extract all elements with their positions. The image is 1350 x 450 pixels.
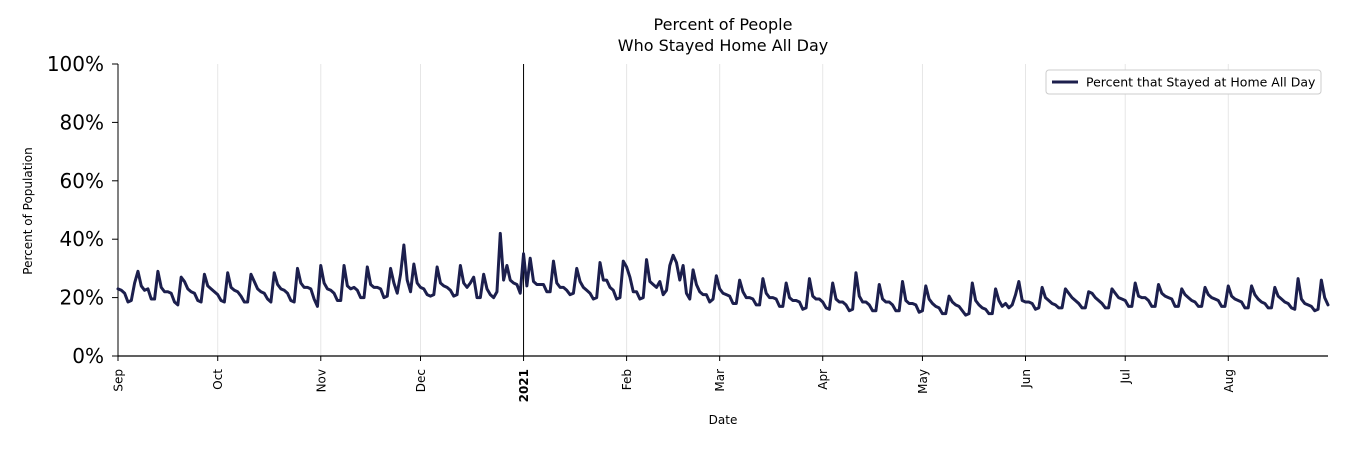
y-tick-label: 0% — [72, 344, 104, 368]
y-tick-label: 80% — [60, 110, 104, 134]
x-tick-label: May — [916, 369, 930, 394]
legend: Percent that Stayed at Home All Day — [1045, 69, 1322, 95]
y-tick-labels: 0% 20% 40% 60% 80% 100% — [47, 52, 118, 368]
legend-box — [1045, 69, 1322, 95]
y-axis-label: Percent of Population — [21, 147, 35, 274]
x-tick-label: Feb — [620, 369, 634, 390]
x-tick-label: 2021 — [517, 369, 531, 402]
chart-subtitle: Who Stayed Home All Day — [618, 36, 828, 55]
vertical-gridlines — [217, 64, 1229, 356]
x-tick-label: Nov — [314, 369, 328, 392]
x-tick-label: Jun — [1019, 369, 1033, 389]
series-line-stayed-home — [116, 231, 1330, 317]
x-tick-label: Apr — [816, 369, 830, 390]
x-tick-label: Mar — [713, 369, 727, 392]
y-tick-label: 40% — [60, 227, 104, 251]
y-tick-label: 60% — [60, 169, 104, 193]
x-tick-label: Jul — [1119, 369, 1133, 384]
x-tick-label: Aug — [1222, 369, 1236, 392]
y-tick-label: 20% — [60, 286, 104, 310]
chart-title: Percent of People — [654, 15, 793, 34]
x-tick-label: Dec — [414, 369, 428, 392]
legend-label: Percent that Stayed at Home All Day — [1086, 75, 1316, 90]
x-axis-label: Date — [709, 413, 738, 427]
x-tick-label: Oct — [211, 369, 225, 390]
x-tick-labels: Sep Oct Nov Dec 2021 Feb Mar Apr May Jun Jul Aug — [112, 356, 1236, 402]
x-tick-label: Sep — [112, 369, 126, 392]
y-tick-label: 100% — [47, 52, 104, 76]
